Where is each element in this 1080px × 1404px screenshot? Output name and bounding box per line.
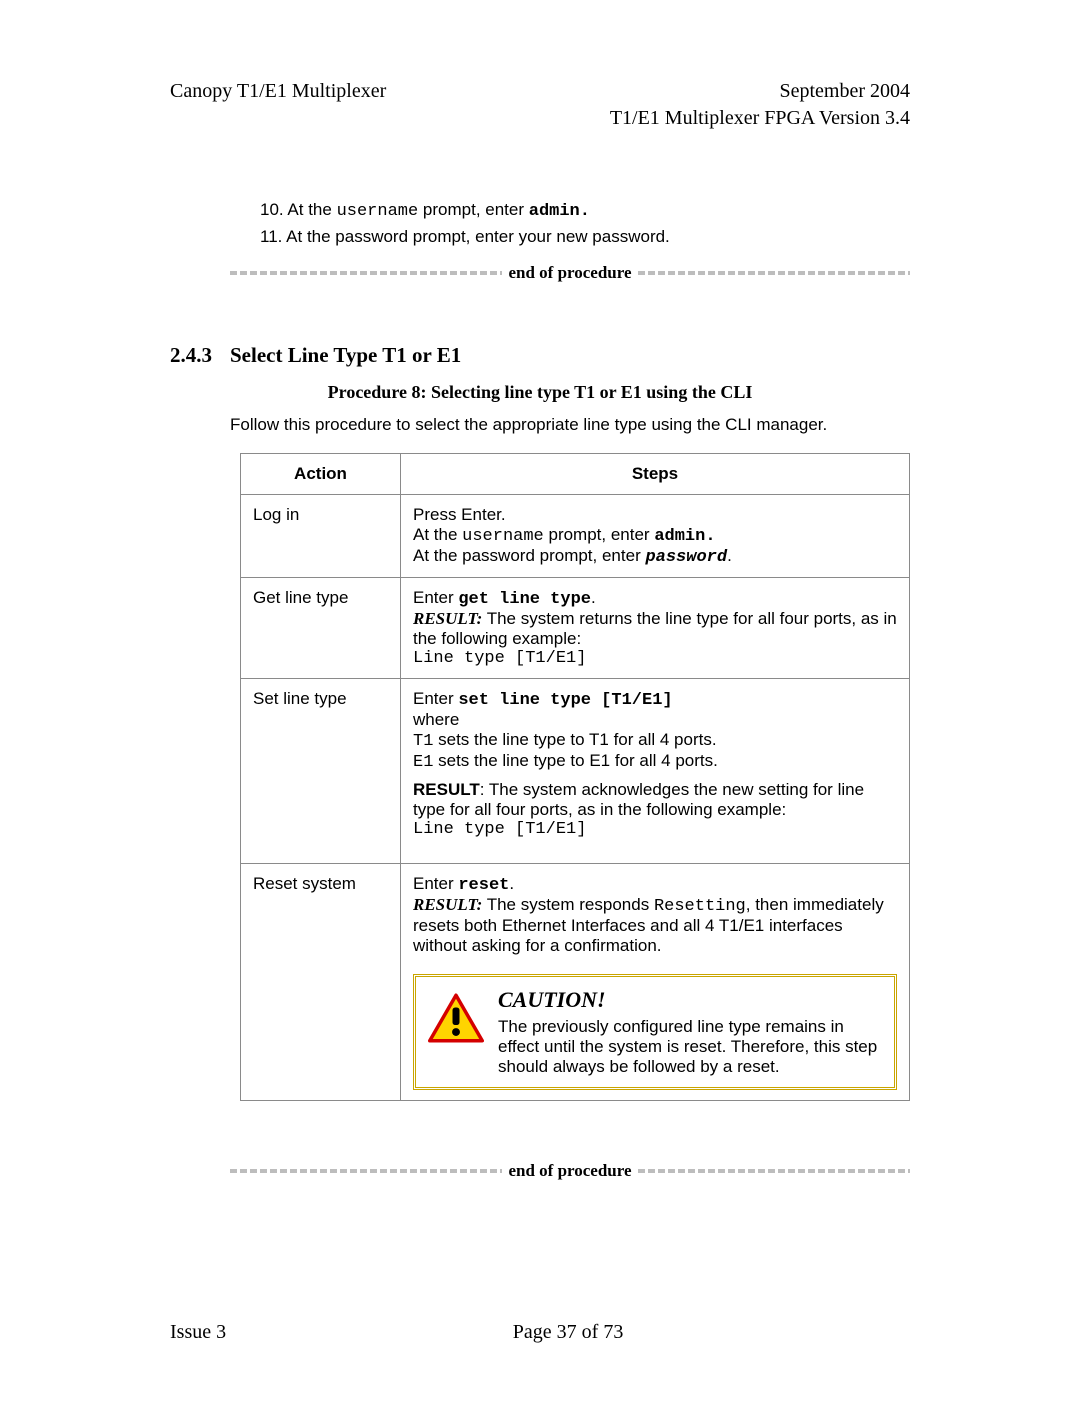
r4-l1: Enter reset. xyxy=(413,874,897,895)
eop-text: end of procedure xyxy=(502,263,637,283)
r1-l1: Press Enter. xyxy=(413,505,897,525)
step-10-bold: admin. xyxy=(529,202,590,221)
section-number: 2.4.3 xyxy=(170,343,230,368)
warning-icon xyxy=(428,993,484,1043)
page-header: Canopy T1/E1 Multiplexer September 2004 xyxy=(170,80,910,103)
table-header-row: Action Steps xyxy=(241,454,910,495)
r1-l2: At the username prompt, enter admin. xyxy=(413,525,897,546)
r1-l3: At the password prompt, enter password. xyxy=(413,546,897,567)
eop-line-right xyxy=(638,271,910,275)
step-10-text-a: 10. At the xyxy=(260,200,337,219)
table-row: Get line type Enter get line type. RESUL… xyxy=(241,578,910,679)
eop-text: end of procedure xyxy=(502,1161,637,1181)
eop-line-left xyxy=(230,1169,502,1173)
r2-l2: RESULT: The system returns the line type… xyxy=(413,609,897,649)
page: Canopy T1/E1 Multiplexer September 2004 … xyxy=(0,0,1080,1404)
steps-get: Enter get line type. RESULT: The system … xyxy=(401,578,910,679)
step-list: 10. At the username prompt, enter admin.… xyxy=(260,200,910,247)
section-title: Select Line Type T1 or E1 xyxy=(230,343,461,368)
header-left: Canopy T1/E1 Multiplexer xyxy=(170,80,386,103)
steps-set: Enter set line type [T1/E1] where T1 set… xyxy=(401,679,910,864)
steps-reset: Enter reset. RESULT: The system responds… xyxy=(401,864,910,1101)
r2-l1: Enter get line type. xyxy=(413,588,897,609)
eop-line-right xyxy=(638,1169,910,1173)
table-row: Set line type Enter set line type [T1/E1… xyxy=(241,679,910,864)
header-sub: T1/E1 Multiplexer FPGA Version 3.4 xyxy=(170,107,910,130)
page-footer: Issue 3 Page 37 of 73 xyxy=(170,1321,910,1344)
r3-l2: where xyxy=(413,710,897,730)
step-10: 10. At the username prompt, enter admin. xyxy=(260,200,910,221)
footer-center: Page 37 of 73 xyxy=(226,1321,910,1344)
action-set: Set line type xyxy=(241,679,401,864)
steps-login: Press Enter. At the username prompt, ent… xyxy=(401,495,910,578)
intro-text: Follow this procedure to select the appr… xyxy=(230,415,910,435)
caution-content: CAUTION! The previously configured line … xyxy=(498,987,882,1077)
header-right: September 2004 xyxy=(779,80,910,103)
r3-l4: E1 sets the line type to E1 for all 4 po… xyxy=(413,751,897,772)
th-action: Action xyxy=(241,454,401,495)
action-get: Get line type xyxy=(241,578,401,679)
step-11: 11. At the password prompt, enter your n… xyxy=(260,227,910,247)
procedure-table: Action Steps Log in Press Enter. At the … xyxy=(240,453,910,1101)
caution-box: CAUTION! The previously configured line … xyxy=(413,974,897,1090)
action-login: Log in xyxy=(241,495,401,578)
end-of-procedure-1: end of procedure xyxy=(230,263,910,283)
th-steps: Steps xyxy=(401,454,910,495)
r3-l1: Enter set line type [T1/E1] xyxy=(413,689,897,710)
step-10-text-b: prompt, enter xyxy=(418,200,529,219)
section-heading: 2.4.3 Select Line Type T1 or E1 xyxy=(170,343,910,368)
end-of-procedure-2: end of procedure xyxy=(230,1161,910,1181)
table-row: Reset system Enter reset. RESULT: The sy… xyxy=(241,864,910,1101)
r3-l6: Line type [T1/E1] xyxy=(413,820,897,839)
eop-line-left xyxy=(230,271,502,275)
table-row: Log in Press Enter. At the username prom… xyxy=(241,495,910,578)
caution-title: CAUTION! xyxy=(498,987,882,1013)
action-reset: Reset system xyxy=(241,864,401,1101)
procedure-title: Procedure 8: Selecting line type T1 or E… xyxy=(170,382,910,403)
caution-body: The previously configured line type rema… xyxy=(498,1017,882,1077)
r3-l3: T1 sets the line type to T1 for all 4 po… xyxy=(413,730,897,751)
footer-left: Issue 3 xyxy=(170,1321,226,1344)
r2-l3: Line type [T1/E1] xyxy=(413,649,897,668)
step-10-mono: username xyxy=(337,202,419,221)
r4-l2: RESULT: The system responds Resetting, t… xyxy=(413,895,897,956)
r3-l5: RESULT: The system acknowledges the new … xyxy=(413,780,897,820)
